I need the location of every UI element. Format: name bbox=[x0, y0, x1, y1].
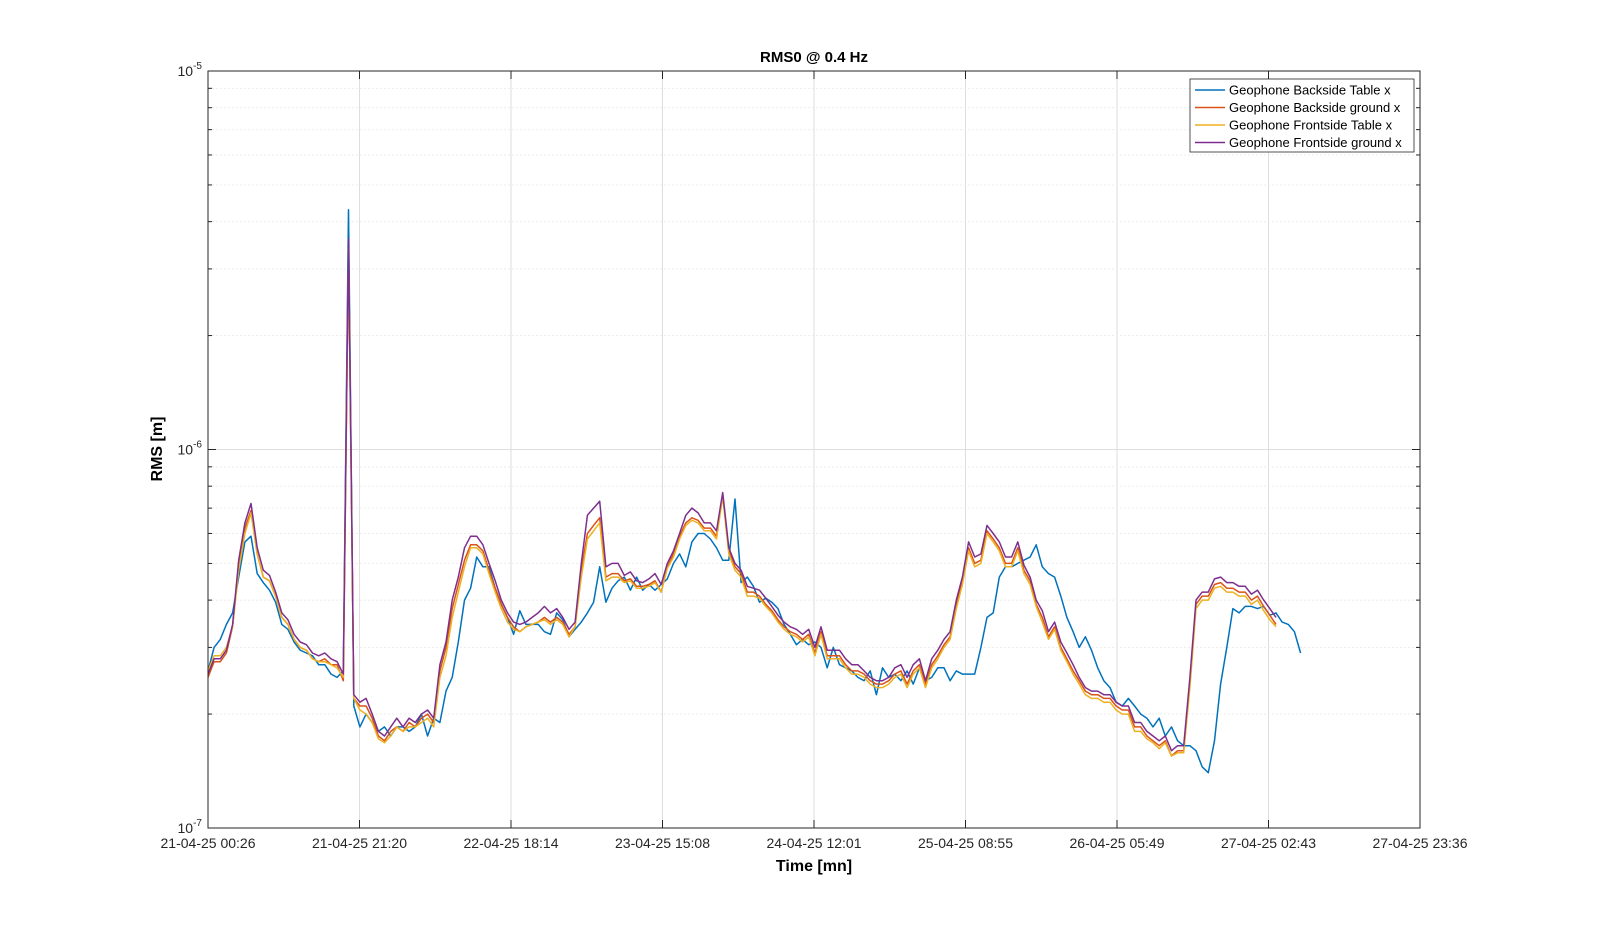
y-tick-label: 10-6 bbox=[178, 440, 203, 458]
legend-box bbox=[1189, 78, 1415, 153]
y-tick-label: 10-5 bbox=[178, 61, 203, 79]
ticks bbox=[207, 71, 1421, 829]
legend-label: Geophone Backside Table x bbox=[1229, 83, 1391, 98]
legend-label: Geophone Frontside Table x bbox=[1229, 118, 1393, 133]
series-line-2 bbox=[207, 247, 1277, 757]
grid bbox=[207, 71, 1421, 828]
legend: Geophone Backside Table x Geophone Backsi… bbox=[1189, 78, 1415, 153]
chart-title: RMS0 @ 0.4 Hz bbox=[760, 49, 868, 66]
y-tick-exponent: -5 bbox=[193, 61, 202, 72]
x-tick-label: 24-04-25 12:01 bbox=[767, 835, 862, 851]
y-tick-base: 10 bbox=[178, 442, 194, 458]
y-tick-base: 10 bbox=[178, 63, 194, 79]
x-tick-label: 23-04-25 15:08 bbox=[615, 835, 710, 851]
x-tick-label: 21-04-25 21:20 bbox=[312, 835, 407, 851]
y-tick-label: 10-7 bbox=[178, 818, 203, 836]
x-tick-label: 27-04-25 23:36 bbox=[1373, 835, 1468, 851]
y-tick-exponent: -6 bbox=[193, 440, 202, 451]
x-tick-label: 22-04-25 18:14 bbox=[464, 835, 559, 851]
series-line-4 bbox=[207, 238, 1277, 752]
series-lines bbox=[207, 208, 1302, 774]
y-axis-title: RMS [m] bbox=[149, 417, 166, 482]
y-tick-exponent: -7 bbox=[193, 818, 202, 829]
x-tick-label: 26-04-25 05:49 bbox=[1070, 835, 1165, 851]
x-tick-label: 27-04-25 02:43 bbox=[1221, 835, 1316, 851]
x-axis-title: Time [mn] bbox=[776, 858, 852, 875]
legend-label: Geophone Frontside ground x bbox=[1229, 135, 1402, 150]
legend-label: Geophone Backside ground x bbox=[1229, 100, 1401, 115]
x-tick-label: 21-04-25 00:26 bbox=[161, 835, 256, 851]
series-line-3 bbox=[207, 247, 1277, 757]
x-tick-label: 25-04-25 08:55 bbox=[918, 835, 1013, 851]
x-tick-labels: 21-04-25 00:26 21-04-25 21:20 22-04-25 18:… bbox=[161, 835, 1468, 851]
y-tick-base: 10 bbox=[178, 820, 194, 836]
y-tick-labels: 10-710-610-5 bbox=[178, 61, 203, 836]
